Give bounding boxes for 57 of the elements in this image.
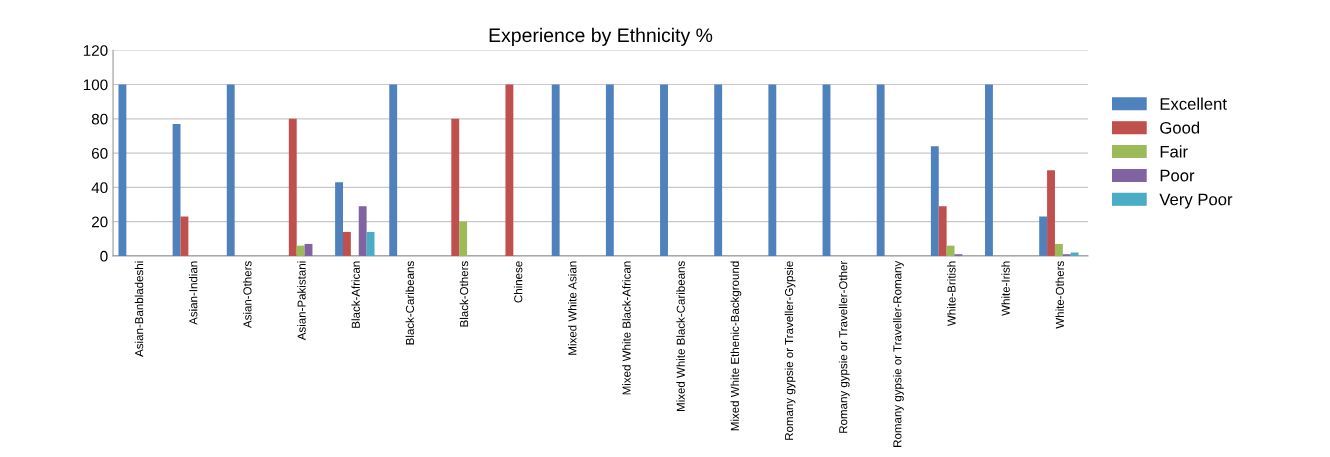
x-tick-label: White-Irish	[1001, 261, 1010, 316]
bar	[226, 84, 235, 256]
bar	[118, 84, 127, 256]
x-tick-label: Romany gypsie or Traveller-Other	[838, 260, 850, 433]
x-tick-label: Romany gypsie or Traveller-Gypsie	[784, 261, 796, 440]
y-tick-label: 60	[91, 147, 108, 159]
x-tick-label: Mixed White Black-African	[622, 261, 631, 395]
x-tick-label: Mixed White Ethenic-Background	[730, 261, 742, 431]
bar	[930, 146, 939, 256]
bar	[768, 84, 777, 256]
legend-label: Very Poor	[1159, 193, 1233, 209]
y-tick-label: 120	[83, 45, 108, 56]
y-tick-label: 20	[91, 216, 108, 228]
legend-label: Good	[1160, 121, 1200, 134]
bar	[288, 118, 297, 256]
x-tick-label: White-British	[947, 261, 956, 327]
x-tick-label: Black-Others	[459, 261, 469, 327]
y-tick-label: 80	[91, 113, 108, 125]
bar	[296, 245, 305, 256]
bar	[985, 84, 993, 256]
x-tick-label: Asian-Banbladeshi	[134, 261, 144, 357]
bar	[1039, 216, 1048, 256]
x-tick-label: Mixed White Black-Caribeans	[676, 261, 685, 412]
bar	[1047, 170, 1055, 256]
bar	[714, 84, 723, 256]
bar	[876, 84, 885, 256]
x-tick-label: Asian-Others	[243, 261, 252, 329]
bar	[938, 206, 947, 256]
bar	[451, 118, 460, 256]
bar	[335, 182, 343, 256]
bar	[505, 84, 514, 256]
legend-label: Poor	[1160, 169, 1195, 182]
legend-label: Fair	[1160, 145, 1188, 158]
bar	[389, 84, 398, 256]
x-tick-label: Black-Caribeans	[405, 261, 415, 345]
x-tick-label: Mixed White Asian	[568, 261, 577, 355]
x-tick-label: Asian-Pakistani	[297, 261, 306, 341]
y-tick-label: 40	[91, 182, 108, 194]
y-tick-label: 0	[100, 250, 108, 262]
y-tick-label: 100	[83, 79, 108, 91]
x-tick-label: White-Others	[1055, 261, 1064, 329]
bar	[946, 245, 955, 256]
x-tick-label: Romany gypsie or Traveller-Romany	[893, 260, 904, 447]
bar	[605, 84, 614, 256]
bar	[358, 206, 367, 256]
bar	[342, 231, 351, 256]
bar	[551, 84, 560, 256]
x-tick-label: Black-African	[351, 261, 360, 328]
bar	[1054, 243, 1063, 256]
chart-title: Experience by Ethnicity %	[489, 27, 713, 46]
bar	[172, 123, 181, 256]
bar	[1070, 252, 1079, 256]
x-tick-label: Chinese	[513, 261, 523, 303]
x-tick-label: Asian-Indian	[188, 261, 198, 325]
legend-label: Excellent	[1160, 97, 1227, 110]
bar	[459, 221, 468, 256]
bar	[660, 84, 668, 256]
